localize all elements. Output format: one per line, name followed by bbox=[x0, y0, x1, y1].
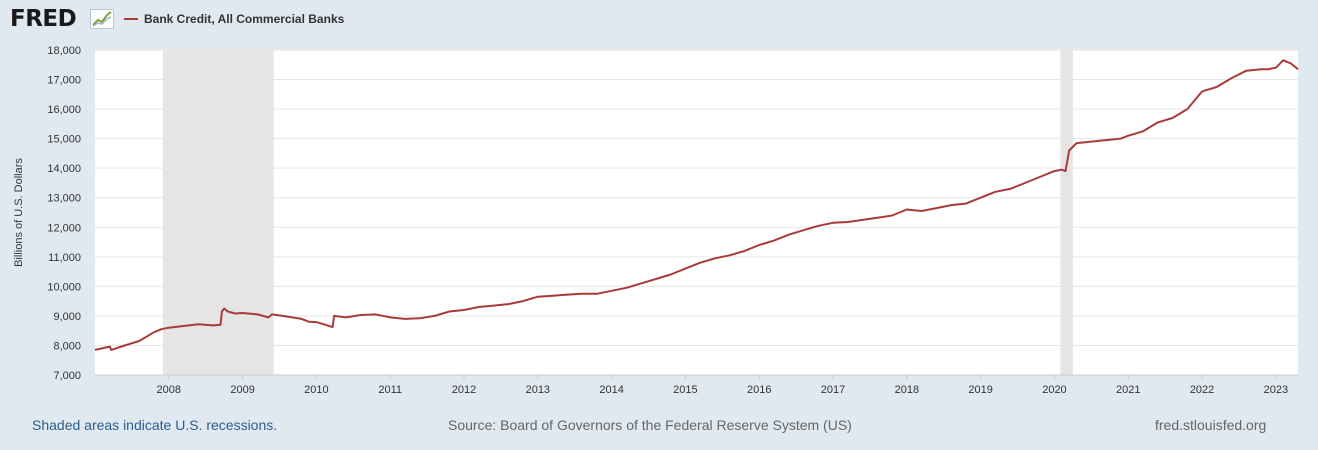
x-tick-label: 2022 bbox=[1190, 384, 1214, 396]
x-tick-label: 2012 bbox=[452, 384, 476, 396]
y-tick-label: 16,000 bbox=[47, 104, 81, 116]
x-tick-label: 2023 bbox=[1264, 384, 1288, 396]
y-tick-label: 14,000 bbox=[47, 163, 81, 175]
x-tick-label: 2019 bbox=[968, 384, 992, 396]
y-tick-label: 7,000 bbox=[53, 370, 81, 382]
site-link[interactable]: fred.stlouisfed.org bbox=[1155, 417, 1267, 433]
x-tick-label: 2017 bbox=[821, 384, 845, 396]
gridlines bbox=[95, 49, 1298, 376]
y-tick-label: 11,000 bbox=[48, 252, 81, 264]
recession-band bbox=[162, 50, 274, 375]
x-tick-label: 2021 bbox=[1116, 384, 1140, 396]
y-tick-label: 9,000 bbox=[53, 311, 81, 323]
legend-swatch bbox=[124, 18, 138, 20]
x-tick-label: 2015 bbox=[673, 384, 697, 396]
x-tick-label: 2020 bbox=[1042, 384, 1066, 396]
x-tick-label: 2016 bbox=[747, 384, 771, 396]
x-tick-label: 2018 bbox=[895, 384, 919, 396]
y-axis-label: Billions of U.S. Dollars bbox=[13, 158, 25, 267]
y-tick-label: 18,000 bbox=[47, 45, 81, 57]
x-tick-label: 2009 bbox=[230, 384, 254, 396]
x-tick-label: 2008 bbox=[157, 384, 181, 396]
y-tick-label: 10,000 bbox=[47, 281, 81, 293]
recession-note[interactable]: Shaded areas indicate U.S. recessions. bbox=[32, 417, 278, 433]
x-tick-label: 2011 bbox=[378, 384, 402, 396]
source-note[interactable]: Source: Board of Governors of the Federa… bbox=[448, 417, 852, 433]
chart-line-icon bbox=[90, 9, 114, 29]
y-tick-label: 15,000 bbox=[47, 134, 81, 146]
y-axis-ticks: 7,000 8,000 9,000 10,000 11,000 12,000 13,000 1… bbox=[47, 45, 81, 382]
header: FRED Bank Credit, All Commercial Banks bbox=[0, 0, 1318, 40]
y-tick-label: 8,000 bbox=[53, 340, 81, 352]
plot-area bbox=[95, 50, 1298, 375]
x-axis-ticks: 2008 2009 2010 2011 2012 2013 2014 2015 2016 2017… bbox=[157, 375, 1288, 396]
line-chart: 7,000 8,000 9,000 10,000 11,000 12,000 13,000 1… bbox=[13, 45, 1299, 396]
y-tick-label: 12,000 bbox=[47, 222, 81, 234]
recession-band bbox=[1060, 50, 1073, 375]
x-tick-label: 2014 bbox=[599, 384, 623, 396]
recession-bands bbox=[162, 50, 1073, 375]
y-tick-label: 17,000 bbox=[47, 75, 81, 87]
y-tick-label: 13,000 bbox=[47, 193, 81, 205]
series-line[interactable] bbox=[94, 59, 1299, 351]
x-tick-label: 2010 bbox=[304, 384, 328, 396]
fred-logo[interactable]: FRED bbox=[10, 6, 77, 32]
x-tick-label: 2013 bbox=[526, 384, 550, 396]
legend-label[interactable]: Bank Credit, All Commercial Banks bbox=[144, 12, 345, 26]
